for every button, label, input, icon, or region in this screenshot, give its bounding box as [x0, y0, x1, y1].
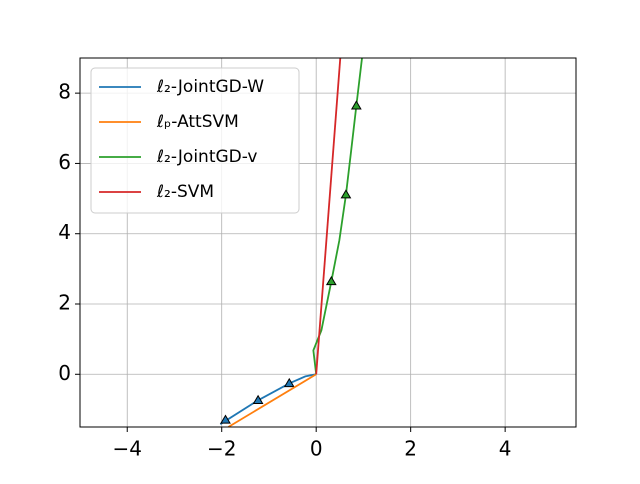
series-line: [315, 58, 342, 375]
y-tick-label: 8: [58, 80, 71, 104]
x-tick-label: −2: [207, 437, 236, 461]
marker: [340, 189, 352, 199]
axes-frame: [79, 57, 577, 428]
marker: [350, 100, 362, 110]
x-tick-label: 4: [499, 437, 512, 461]
y-tick-label: 4: [58, 220, 71, 244]
legend-label: ℓ₂-JointGD-v: [156, 147, 258, 167]
plot-area: [219, 58, 363, 427]
x-tick-label: 0: [310, 437, 323, 461]
ticks: −4 −2 0 2 4 0 2 4 6 8: [58, 80, 511, 461]
y-tick-label: 6: [58, 150, 71, 174]
legend-label: ℓ₂-JointGD-W: [156, 77, 264, 97]
marker: [252, 394, 264, 404]
marker: [325, 276, 337, 286]
y-tick-label: 2: [58, 291, 71, 315]
series-line: [227, 373, 317, 427]
legend-label: ℓ₂-SVM: [156, 182, 214, 202]
legend-box: [90, 67, 300, 214]
x-tick-label: −4: [112, 437, 141, 461]
x-tick-label: 2: [404, 437, 417, 461]
y-tick-label: 0: [58, 361, 71, 385]
legend: ℓ₂-JointGD-W ℓₚ-AttSVM ℓ₂-JointGD-v ℓ₂-SVM: [90, 67, 300, 214]
marker: [283, 377, 295, 388]
series-line: [312, 58, 363, 375]
marker: [220, 414, 231, 424]
legend-label: ℓₚ-AttSVM: [156, 112, 239, 132]
